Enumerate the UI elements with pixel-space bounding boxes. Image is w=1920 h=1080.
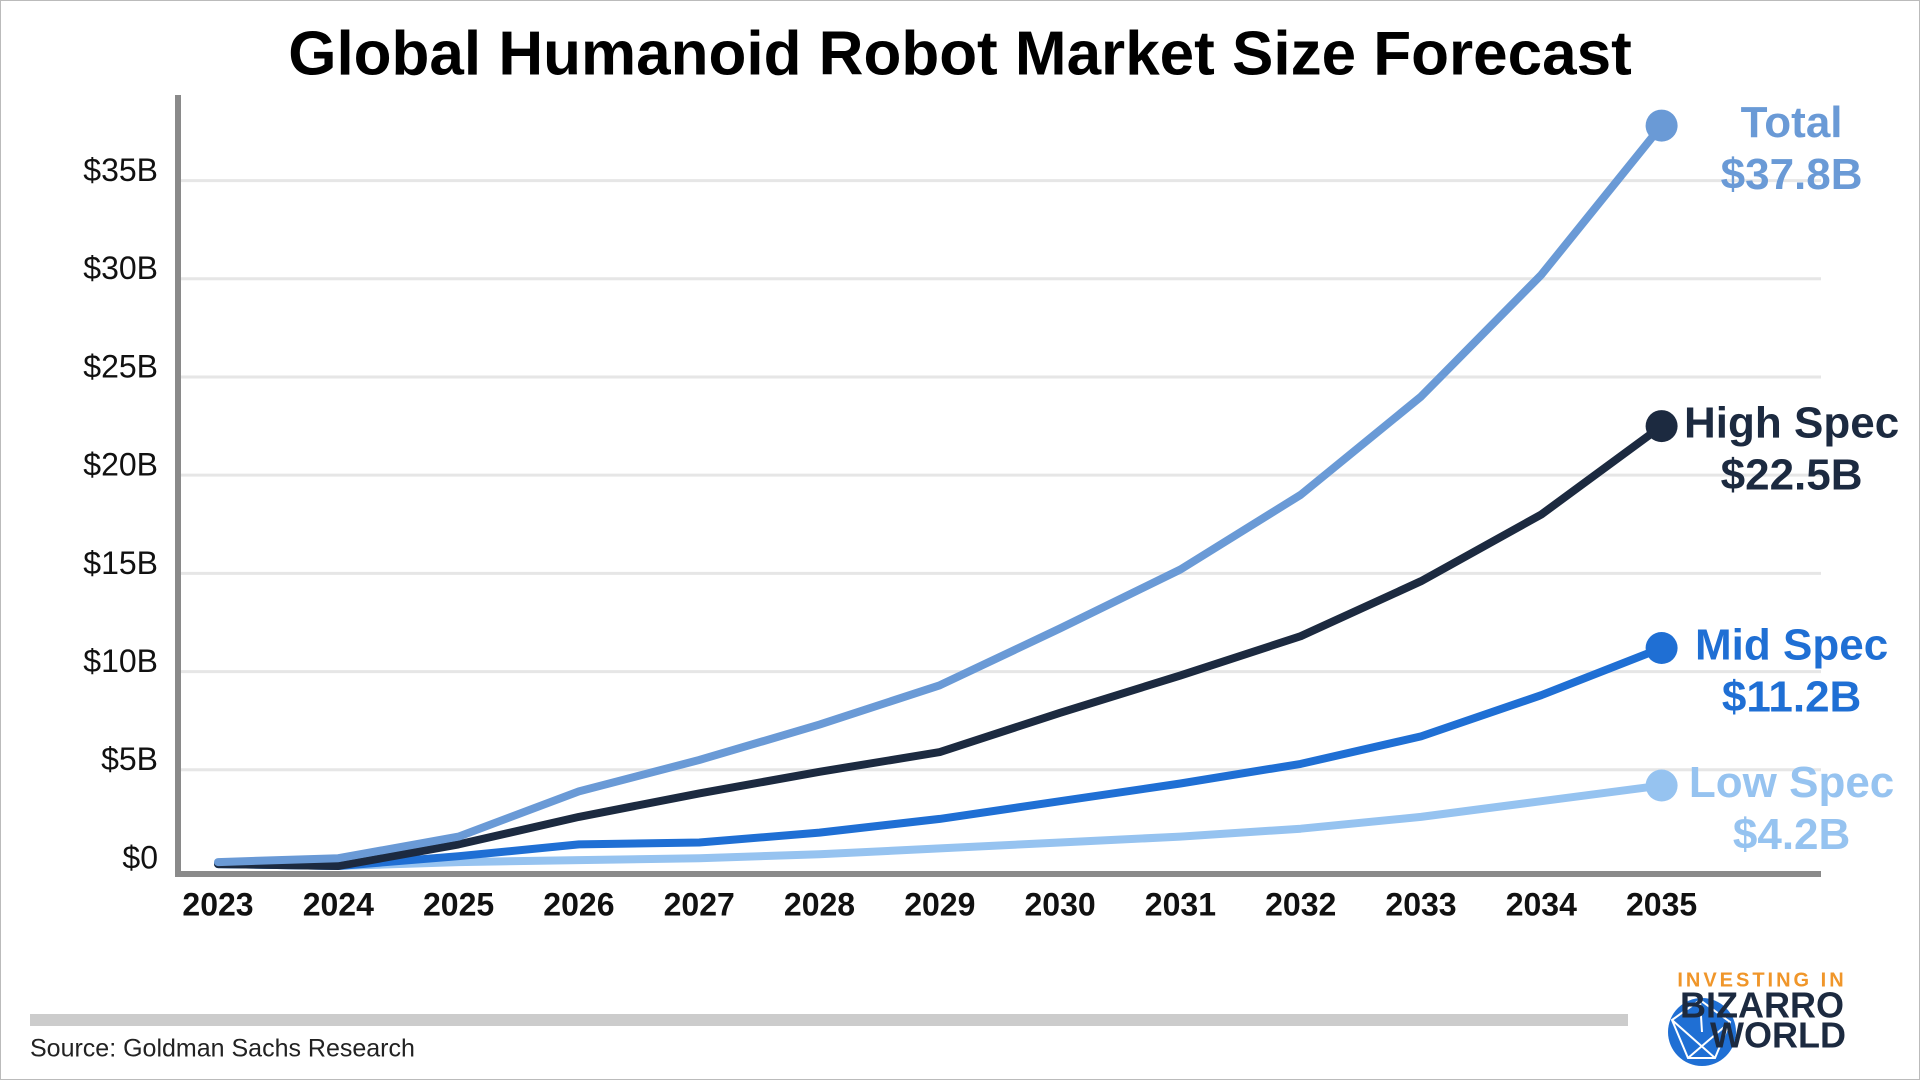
logo: INVESTING IN BIZARRO WORLD [1668, 969, 1846, 1066]
data-label: $11.2B [1722, 673, 1861, 722]
footer-bar [30, 1014, 1628, 1026]
series-line [214, 644, 1666, 870]
logo-mesh [1670, 998, 1732, 1059]
x-tick-label: 2029 [904, 886, 975, 922]
logo-line1: INVESTING IN [1677, 969, 1846, 991]
x-tick-label: 2035 [1626, 886, 1697, 922]
data-label: $22.5B [1721, 451, 1863, 500]
y-tick-label: $25B [83, 348, 158, 384]
x-tick-label: 2031 [1145, 886, 1216, 922]
y-tick-label: $30B [83, 250, 158, 286]
legend-label: Total [1741, 98, 1843, 147]
end-marker [1645, 410, 1678, 443]
end-marker [1645, 769, 1678, 802]
y-tick-label: $0 [122, 839, 158, 875]
series-line [214, 121, 1666, 867]
x-tick-label: 2023 [182, 886, 253, 922]
end-marker [1645, 109, 1678, 142]
y-tick-label: $15B [83, 545, 158, 581]
y-tick-label: $20B [83, 447, 158, 483]
logo-line2: BIZARRO [1680, 985, 1844, 1026]
y-tick-label: $10B [83, 643, 158, 679]
legend-label: Low Spec [1689, 758, 1894, 807]
x-tick-label: 2034 [1506, 886, 1577, 922]
x-tick-label: 2030 [1025, 886, 1096, 922]
x-tick-label: 2024 [303, 886, 374, 922]
series-line [214, 422, 1666, 870]
x-tick-label: 2033 [1385, 886, 1456, 922]
legend-label: Mid Spec [1695, 621, 1888, 670]
source: Source: Goldman Sachs Research [30, 1035, 415, 1063]
data-label: $37.8B [1721, 150, 1863, 199]
logo-line3: WORLD [1710, 1015, 1846, 1056]
legend-label: High Spec [1684, 399, 1899, 448]
data-label: $4.2B [1733, 810, 1850, 859]
end-marker [1645, 632, 1678, 665]
chart-title: Global Humanoid Robot Market Size Foreca… [288, 19, 1632, 88]
y-tick-label: $35B [83, 152, 158, 188]
x-tick-label: 2028 [784, 886, 855, 922]
x-tick-label: 2026 [543, 886, 614, 922]
series-line [214, 781, 1666, 870]
x-tick-label: 2032 [1265, 886, 1336, 922]
y-tick-label: $5B [101, 741, 158, 777]
x-tick-label: 2025 [423, 886, 494, 922]
x-tick-label: 2027 [664, 886, 735, 922]
